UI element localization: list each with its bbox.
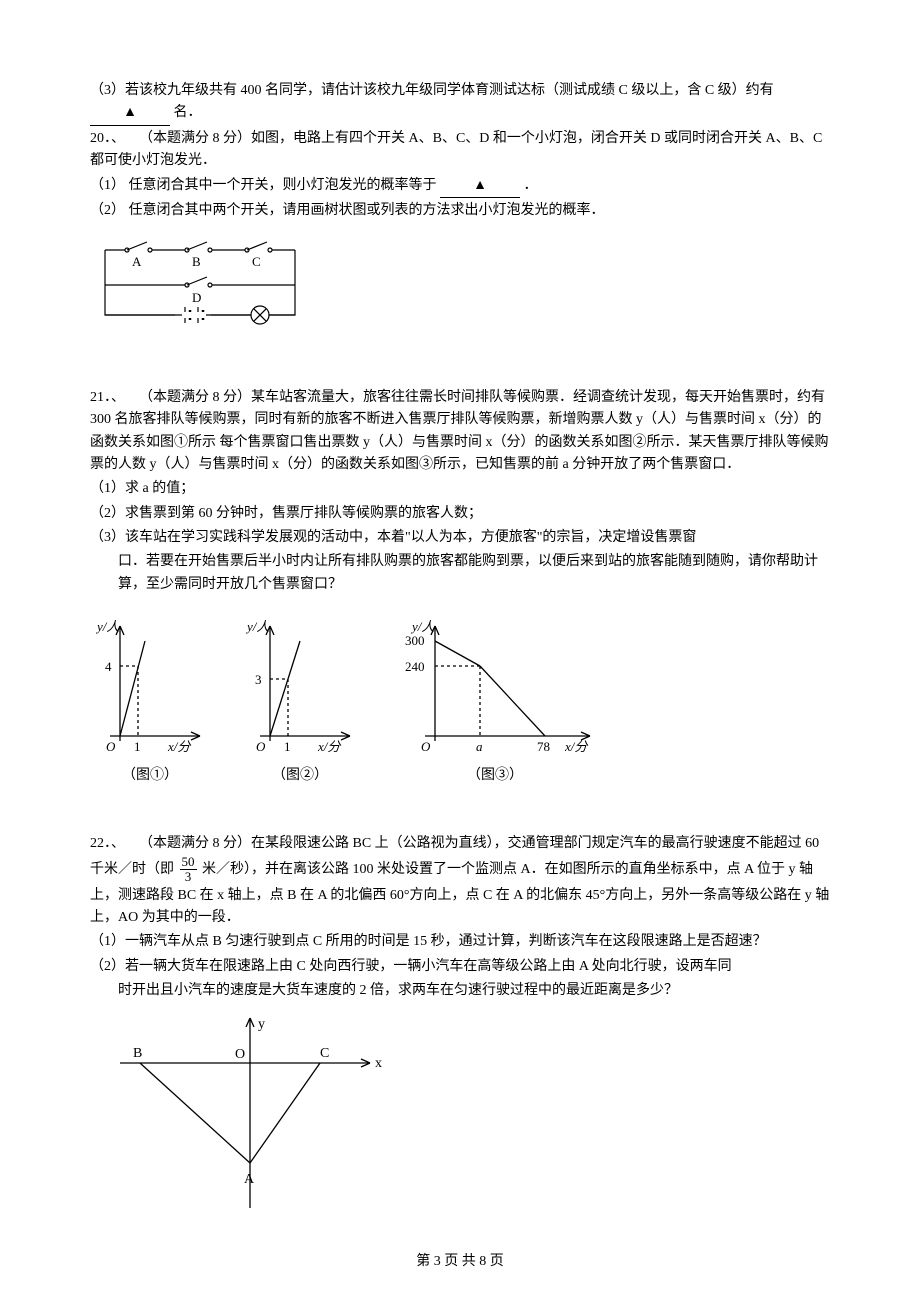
svg-text:A: A [244, 1172, 255, 1187]
q20-p1-suffix: ． [524, 178, 538, 193]
svg-text:x/分: x/分 [317, 739, 341, 754]
graph3-label: （图③） [467, 765, 523, 787]
q21-graph1: y/人 4 O 1 x/分 （图①） [90, 611, 210, 787]
svg-text:x: x [375, 1056, 382, 1071]
svg-text:C: C [320, 1046, 329, 1061]
page-footer: 第 3 页 共 8 页 [90, 1251, 830, 1273]
svg-text:a: a [476, 739, 483, 754]
svg-text:y/人: y/人 [95, 619, 119, 634]
svg-text:4: 4 [105, 659, 112, 674]
q22-diagram: B C O A x y [110, 1013, 830, 1221]
q21-p3a: （3）该车站在学习实践科学发展观的活动中，本着"以人为本，方便旅客"的宗旨，决定… [90, 527, 830, 549]
q21-p2: （2）求售票到第 60 分钟时，售票厅排队等候购票的旅客人数； [90, 503, 830, 525]
graph3-svg: y/人 300 240 O a 78 x/分 [390, 611, 600, 761]
q21-p1: （1）求 a 的值； [90, 478, 830, 500]
svg-text:B: B [192, 254, 201, 269]
graph1-label: （图①） [122, 765, 178, 787]
q22-p2a: （2）若一辆大货车在限速路上由 C 处向西行驶，一辆小汽车在高等级公路上由 A … [90, 956, 830, 978]
q19-blank: ▲ [90, 102, 170, 125]
svg-text:1: 1 [134, 739, 141, 754]
svg-text:O: O [256, 739, 266, 754]
circuit-svg: A B C D [90, 230, 310, 340]
svg-text:x/分: x/分 [167, 739, 191, 754]
svg-text:O: O [235, 1047, 245, 1062]
q19-part3: （3）若该校九年级共有 400 名同学，请估计该校九年级同学体育测试达标（测试成… [90, 80, 830, 126]
q20-p1: （1） 任意闭合其中一个开关，则小灯泡发光的概率等于 ▲ ． [90, 175, 830, 198]
svg-text:y/人: y/人 [410, 619, 434, 634]
svg-text:C: C [252, 254, 261, 269]
svg-text:B: B [133, 1046, 142, 1061]
q19-p3-suffix: 名． [174, 105, 202, 120]
q22-svg: B C O A x y [110, 1013, 390, 1213]
q22-p1: （1）一辆汽车从点 B 匀速行驶到点 C 所用的时间是 15 秒，通过计算，判断… [90, 931, 830, 953]
q21-graphs: y/人 4 O 1 x/分 （图①） y/人 3 O [90, 611, 830, 787]
q22-header-b: 米／秒），并在离该公路 100 米处设置了一个监测点 A．在如图所示的直角坐标系… [90, 862, 829, 925]
svg-text:240: 240 [405, 659, 425, 674]
q20-p1-text: （1） 任意闭合其中一个开关，则小灯泡发光的概率等于 [90, 178, 437, 193]
q21-graph3: y/人 300 240 O a 78 x/分 （图③） [390, 611, 600, 787]
svg-text:3: 3 [255, 672, 262, 687]
q22-fraction: 50 3 [180, 855, 197, 885]
q22-p2b: 时开出且小汽车的速度是大货车速度的 2 倍，求两车在匀速行驶过程中的最近距离是多… [90, 980, 830, 1002]
svg-text:300: 300 [405, 633, 425, 648]
svg-text:O: O [421, 739, 431, 754]
svg-text:x/分: x/分 [564, 739, 588, 754]
q20-circuit-diagram: A B C D [90, 230, 830, 348]
graph2-svg: y/人 3 O 1 x/分 [240, 611, 360, 761]
svg-text:1: 1 [284, 739, 291, 754]
q21-header: 21．、 （本题满分 8 分）某车站客流量大，旅客往往需长时间排队等候购票．经调… [90, 387, 830, 477]
q22-header: 22．、 （本题满分 8 分）在某段限速公路 BC 上（公路视为直线），交通管理… [90, 833, 830, 930]
svg-text:78: 78 [537, 739, 550, 754]
q20-header: 20．、 （本题满分 8 分）如图，电路上有四个开关 A、B、C、D 和一个小灯… [90, 128, 830, 173]
svg-text:y: y [258, 1017, 265, 1032]
svg-text:y/人: y/人 [245, 619, 269, 634]
svg-text:O: O [106, 739, 116, 754]
graph1-svg: y/人 4 O 1 x/分 [90, 611, 210, 761]
q20-blank: ▲ [440, 175, 520, 198]
q21-graph2: y/人 3 O 1 x/分 （图②） [240, 611, 360, 787]
q19-p3-text: （3）若该校九年级共有 400 名同学，请估计该校九年级同学体育测试达标（测试成… [90, 83, 774, 98]
svg-text:D: D [192, 290, 201, 305]
graph2-label: （图②） [272, 765, 328, 787]
q20-p2: （2） 任意闭合其中两个开关，请用画树状图或列表的方法求出小灯泡发光的概率． [90, 200, 830, 222]
q21-p3b: 口．若要在开始售票后半小时内让所有排队购票的旅客都能购到票，以便后来到站的旅客能… [90, 551, 830, 596]
svg-text:A: A [132, 254, 142, 269]
